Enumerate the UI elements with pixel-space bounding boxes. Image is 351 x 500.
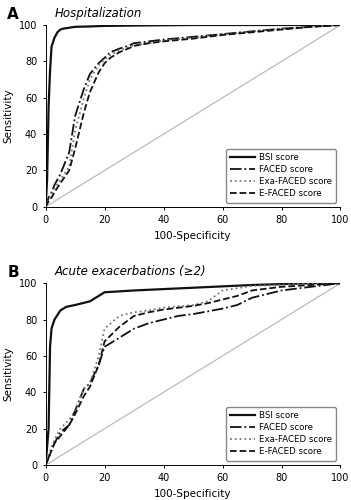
- Text: A: A: [7, 7, 19, 22]
- Y-axis label: Sensitivity: Sensitivity: [4, 347, 13, 402]
- Text: B: B: [7, 265, 19, 280]
- Y-axis label: Sensitivity: Sensitivity: [4, 88, 13, 143]
- X-axis label: 100-Specificity: 100-Specificity: [154, 489, 232, 499]
- Legend: BSI score, FACED score, Exa-FACED score, E-FACED score: BSI score, FACED score, Exa-FACED score,…: [226, 149, 336, 203]
- Text: Hospitalization: Hospitalization: [54, 7, 142, 20]
- X-axis label: 100-Specificity: 100-Specificity: [154, 230, 232, 240]
- Legend: BSI score, FACED score, Exa-FACED score, E-FACED score: BSI score, FACED score, Exa-FACED score,…: [226, 407, 336, 461]
- Text: Acute exacerbations (≥2): Acute exacerbations (≥2): [54, 265, 206, 278]
